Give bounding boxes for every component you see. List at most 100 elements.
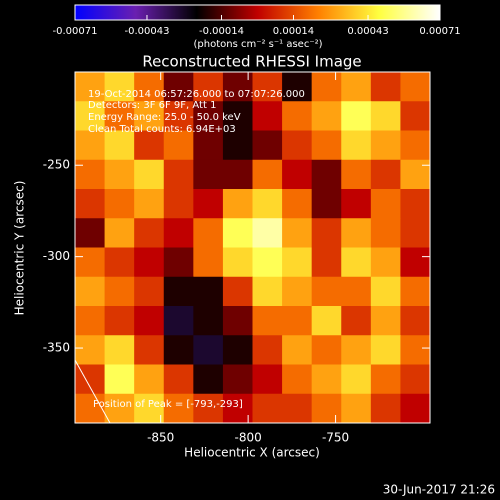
heatmap-cell [75, 335, 106, 365]
heatmap-cell [400, 72, 431, 102]
heatmap-cell [370, 218, 401, 248]
heatmap-cell [252, 276, 283, 307]
heatmap-cell [341, 159, 372, 190]
heatmap-cell [370, 335, 401, 365]
heatmap-cell [400, 335, 431, 365]
plot-frame [74, 71, 431, 424]
heatmap-cell [311, 393, 342, 424]
heatmap-cell [341, 276, 372, 307]
heatmap-cell [252, 247, 283, 278]
heatmap-cell [134, 393, 165, 424]
colorbar [74, 4, 441, 21]
heatmap-cell [104, 335, 135, 365]
heatmap-cell [163, 247, 194, 278]
heatmap-cell [370, 72, 401, 102]
heatmap-cell [341, 218, 372, 248]
heatmap-cell [400, 364, 431, 395]
heatmap-cell [311, 364, 342, 395]
heatmap-cell [252, 159, 283, 190]
heatmap-cell [75, 130, 106, 161]
heatmap-cell [400, 130, 431, 161]
heatmap-cell [104, 364, 135, 395]
heatmap-cell [75, 189, 106, 219]
heatmap-cell [341, 364, 372, 395]
heatmap-cell [311, 72, 342, 102]
heatmap-cell [282, 72, 313, 102]
heatmap-cell [370, 130, 401, 161]
heatmap-cell [134, 101, 165, 131]
colorbar-tick-label: 0.00043 [347, 26, 388, 37]
heatmap-cell [311, 101, 342, 131]
heatmap-cell [311, 130, 342, 161]
heatmap-cell [370, 364, 401, 395]
heatmap-cell [75, 306, 106, 336]
annotation: Clean Total counts: 6.94E+03 [88, 124, 236, 135]
heatmap-cell [341, 335, 372, 365]
heatmap-cell [282, 276, 313, 307]
heatmap-cell [370, 159, 401, 190]
heatmap-cell [341, 393, 372, 424]
heatmap-cell [282, 247, 313, 278]
heatmap-cell [134, 189, 165, 219]
y-axis-label: Heliocentric Y (arcsec) [13, 181, 27, 316]
heatmap-cell [104, 247, 135, 278]
colorbar-tick-label: -0.00043 [124, 26, 169, 37]
heatmap-cell [193, 393, 224, 424]
heatmap-cell [193, 306, 224, 336]
heatmap-cell [370, 101, 401, 131]
heatmap-cell [163, 189, 194, 219]
heatmap-cell [134, 276, 165, 307]
heatmap-cell [222, 276, 253, 307]
y-tick-label: -300 [43, 249, 70, 263]
heatmap-cell [75, 247, 106, 278]
heatmap-cell [163, 306, 194, 336]
annotation: Energy Range: 25.0 - 50.0 keV [88, 112, 241, 123]
heatmap-cell [193, 218, 224, 248]
heatmap-cell [104, 101, 135, 131]
heatmap-cell [134, 335, 165, 365]
heatmap-cell [104, 72, 135, 102]
heatmap-cell [163, 72, 194, 102]
heatmap-cell [104, 159, 135, 190]
heatmap-cell [400, 159, 431, 190]
heatmap-cell [370, 393, 401, 424]
heatmap-cell [252, 335, 283, 365]
heatmap-cell [311, 276, 342, 307]
heatmap-cell [75, 159, 106, 190]
heatmap-cell [282, 130, 313, 161]
heatmap-cell [163, 364, 194, 395]
heatmap-cell [341, 306, 372, 336]
heatmap-cell [370, 189, 401, 219]
heatmap-cell [252, 101, 283, 131]
colorbar-tick-label: -0.00014 [199, 26, 244, 37]
heatmap-cell [311, 218, 342, 248]
heatmap-cell [222, 335, 253, 365]
heatmap-cell [400, 218, 431, 248]
x-axis-label: Heliocentric X (arcsec) [184, 446, 320, 460]
colorbar-tick-label: 0.00014 [273, 26, 314, 37]
heatmap-cell [252, 72, 283, 102]
footer: 30-Jun-2017 21:26 [383, 483, 495, 497]
heatmap-cell [341, 247, 372, 278]
heatmap-cell [341, 189, 372, 219]
heatmap-cell [104, 130, 135, 161]
heatmap-cell [282, 393, 313, 424]
heatmap-cell [193, 189, 224, 219]
heatmap-cell [400, 393, 431, 424]
heatmap-cell [341, 72, 372, 102]
heatmap-cell [311, 189, 342, 219]
heatmap-cell [282, 335, 313, 365]
heatmap-cell [252, 393, 283, 424]
heatmap-cell [311, 247, 342, 278]
heatmap-cell [282, 306, 313, 336]
heatmap-cell [370, 247, 401, 278]
heatmap-cell [104, 393, 135, 424]
heatmap-cell [311, 306, 342, 336]
x-tick-label: -750 [322, 431, 349, 445]
annotation: Detectors: 3F 6F 9F, Att 1 [88, 100, 216, 111]
heatmap-cell [370, 276, 401, 307]
y-tick-label: -250 [43, 158, 70, 172]
heatmap-cell [75, 393, 106, 424]
heatmap-cell [75, 276, 106, 307]
heatmap-cell [193, 101, 224, 131]
